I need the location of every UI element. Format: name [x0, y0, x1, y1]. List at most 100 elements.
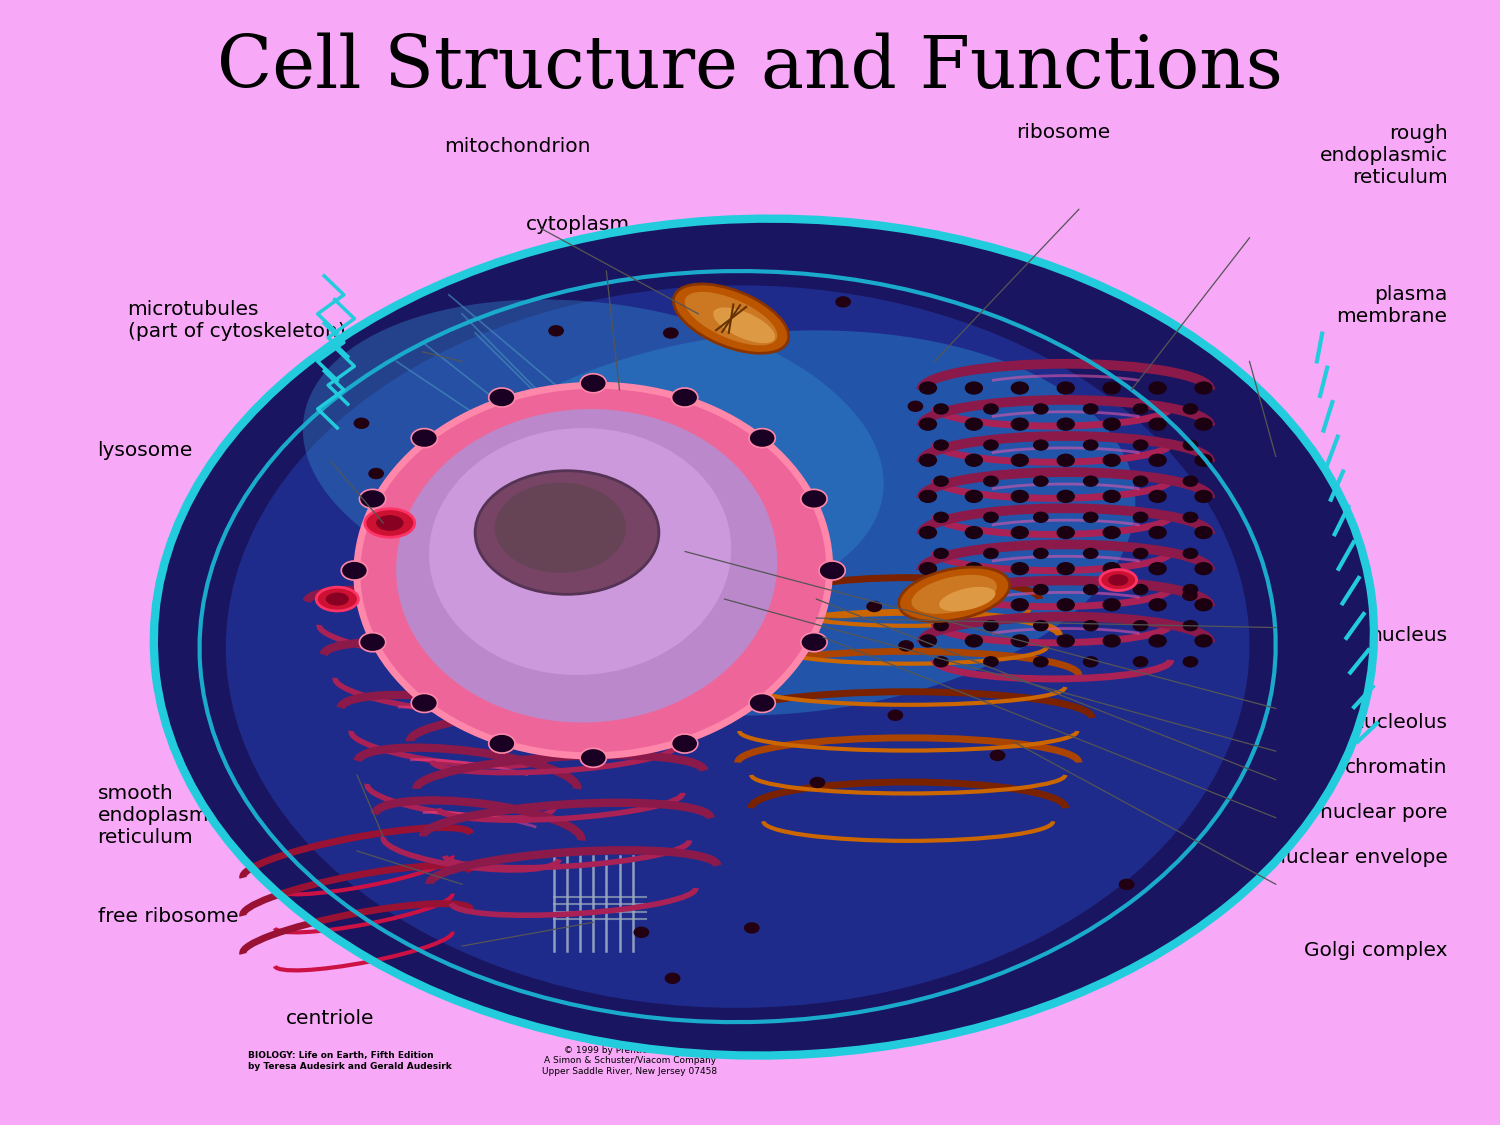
Circle shape: [1083, 584, 1098, 595]
Ellipse shape: [939, 587, 996, 611]
Circle shape: [1083, 512, 1098, 523]
Circle shape: [964, 417, 982, 431]
Circle shape: [1149, 453, 1167, 467]
Circle shape: [672, 388, 698, 407]
Circle shape: [1182, 590, 1198, 601]
Circle shape: [1056, 598, 1076, 611]
Circle shape: [836, 296, 850, 307]
Ellipse shape: [495, 483, 626, 573]
Text: nucleolus: nucleolus: [1352, 713, 1448, 731]
Circle shape: [1102, 525, 1120, 539]
Circle shape: [1182, 620, 1198, 631]
Circle shape: [964, 598, 982, 611]
Text: free ribosome: free ribosome: [98, 908, 238, 926]
Circle shape: [819, 561, 846, 580]
Circle shape: [340, 561, 368, 580]
Circle shape: [1011, 381, 1029, 395]
Circle shape: [1102, 634, 1120, 648]
Text: centriole: centriole: [285, 1009, 375, 1027]
Circle shape: [1034, 512, 1048, 523]
Circle shape: [1149, 634, 1167, 648]
Circle shape: [1149, 598, 1167, 611]
Circle shape: [801, 489, 826, 508]
Ellipse shape: [1108, 574, 1128, 586]
Text: cytoplasm: cytoplasm: [525, 216, 630, 234]
Circle shape: [1194, 525, 1212, 539]
Circle shape: [411, 429, 438, 448]
Circle shape: [964, 634, 982, 648]
Circle shape: [1056, 453, 1076, 467]
Circle shape: [933, 656, 950, 667]
Text: lysosome: lysosome: [98, 441, 194, 459]
Circle shape: [1034, 548, 1048, 559]
Circle shape: [1182, 403, 1198, 415]
Circle shape: [1194, 453, 1212, 467]
Circle shape: [1083, 476, 1098, 487]
Circle shape: [1182, 476, 1198, 487]
Circle shape: [1034, 584, 1048, 595]
Circle shape: [990, 749, 1005, 762]
Circle shape: [1083, 548, 1098, 559]
Circle shape: [1011, 453, 1029, 467]
Circle shape: [867, 601, 882, 612]
Ellipse shape: [316, 587, 358, 611]
Ellipse shape: [912, 575, 998, 614]
Circle shape: [1132, 403, 1149, 415]
Circle shape: [1194, 634, 1212, 648]
Text: © 1999 by Prentice-Hall, Inc.
A Simon & Schuster/Viacom Company
Upper Saddle Riv: © 1999 by Prentice-Hall, Inc. A Simon & …: [543, 1046, 717, 1076]
Circle shape: [982, 620, 999, 631]
Circle shape: [964, 525, 982, 539]
Circle shape: [1083, 440, 1098, 451]
Circle shape: [548, 325, 564, 336]
Ellipse shape: [226, 286, 1250, 1008]
Circle shape: [918, 525, 938, 539]
Circle shape: [1132, 584, 1149, 595]
Circle shape: [1011, 598, 1029, 611]
Ellipse shape: [674, 284, 789, 353]
Circle shape: [933, 403, 950, 415]
Circle shape: [1132, 548, 1149, 559]
Circle shape: [918, 381, 938, 395]
Circle shape: [908, 400, 924, 412]
Text: ribosome: ribosome: [1016, 124, 1110, 142]
Circle shape: [664, 973, 681, 984]
Circle shape: [360, 632, 386, 651]
Circle shape: [1034, 440, 1048, 451]
Ellipse shape: [476, 470, 658, 594]
Circle shape: [748, 693, 776, 712]
Circle shape: [1056, 489, 1076, 503]
Text: nuclear envelope: nuclear envelope: [1272, 848, 1448, 866]
Circle shape: [982, 476, 999, 487]
Circle shape: [933, 512, 950, 523]
Circle shape: [1182, 548, 1198, 559]
Ellipse shape: [898, 567, 1010, 622]
Circle shape: [748, 429, 776, 448]
Circle shape: [1056, 417, 1076, 431]
Text: chromatin: chromatin: [1346, 758, 1448, 776]
Text: smooth
endoplasmic
reticulum: smooth endoplasmic reticulum: [98, 784, 225, 847]
Circle shape: [964, 562, 982, 575]
Circle shape: [933, 440, 950, 451]
Circle shape: [1119, 879, 1134, 890]
Circle shape: [1149, 525, 1167, 539]
Circle shape: [964, 381, 982, 395]
Circle shape: [1083, 403, 1098, 415]
Circle shape: [918, 634, 938, 648]
Circle shape: [933, 548, 950, 559]
Circle shape: [1083, 620, 1098, 631]
Circle shape: [360, 489, 386, 508]
Circle shape: [918, 453, 938, 467]
Text: nuclear pore: nuclear pore: [1320, 803, 1448, 821]
Circle shape: [1182, 512, 1198, 523]
Circle shape: [1132, 512, 1149, 523]
Circle shape: [1011, 489, 1029, 503]
Circle shape: [1194, 562, 1212, 575]
Circle shape: [1194, 417, 1212, 431]
Ellipse shape: [396, 410, 777, 722]
Circle shape: [810, 776, 825, 789]
Text: microtubules
(part of cytoskeleton): microtubules (part of cytoskeleton): [128, 300, 345, 341]
Circle shape: [1102, 562, 1120, 575]
Circle shape: [1132, 440, 1149, 451]
Circle shape: [489, 388, 514, 407]
Circle shape: [964, 489, 982, 503]
